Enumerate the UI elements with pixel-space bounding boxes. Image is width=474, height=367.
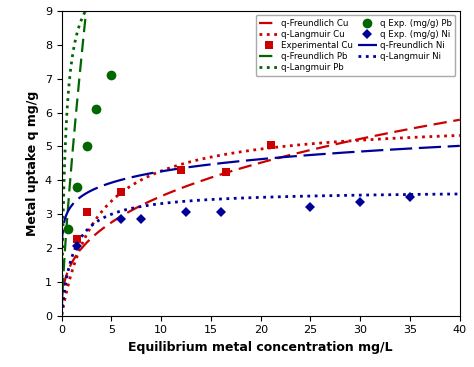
X-axis label: Equilibrium metal concentration mg/L: Equilibrium metal concentration mg/L: [128, 341, 393, 354]
Y-axis label: Metal uptake q mg/g: Metal uptake q mg/g: [26, 91, 39, 236]
Legend: q-Freundlich Cu, q-Langmuir Cu, Experimental Cu, q-Freundlich Pb, q-Langmuir Pb,: q-Freundlich Cu, q-Langmuir Cu, Experime…: [255, 15, 456, 76]
